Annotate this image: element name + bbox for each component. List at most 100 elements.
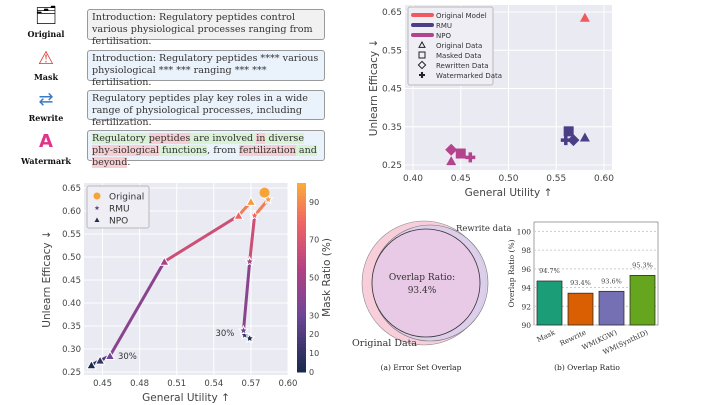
x-tick-label: 0.51	[167, 379, 186, 389]
colorbar-segment	[297, 261, 306, 266]
colorbar-segment	[297, 334, 306, 338]
y-tick-label: 0.40	[62, 299, 81, 309]
colorbar-segment	[297, 195, 306, 200]
y-tick-label: 0.55	[62, 230, 81, 240]
y-tick-label: 0.65	[62, 184, 81, 194]
legend-label: NPO	[109, 217, 128, 227]
data-point-npo	[245, 196, 257, 206]
colorbar-segment	[297, 201, 306, 206]
legend-marker	[419, 72, 425, 78]
colorbar-segment	[297, 230, 306, 234]
data-point	[567, 134, 580, 147]
y-tick-label: 98	[521, 246, 531, 255]
colorbar-segment	[297, 331, 306, 335]
overlap-value: 93.4%	[408, 286, 437, 296]
legend-label: Original Model	[436, 12, 487, 20]
data-point	[455, 148, 466, 159]
x-tick-label: 0.50	[498, 174, 518, 184]
legend-marker	[418, 51, 426, 59]
y-tick-label: 100	[517, 227, 532, 236]
colorbar-segment	[297, 362, 306, 367]
watermark-token: and	[295, 145, 317, 156]
colorbar-segment	[297, 302, 306, 307]
legend-label: Masked Data	[436, 52, 481, 60]
data-point	[446, 156, 457, 166]
colorbar-segment	[297, 255, 306, 260]
y-tick-label: 0.25	[62, 368, 81, 378]
legend-label: Original Data	[436, 42, 482, 50]
caption-a: (a) Error Set Overlap	[381, 363, 462, 372]
watermark-token: Regulatory	[92, 133, 149, 144]
example-text-watermark: Regulatory peptides are involved in dive…	[87, 130, 325, 168]
example-label: Watermark	[21, 156, 71, 166]
colorbar-label: Mask Ratio (%)	[321, 238, 333, 317]
watermark-token: diverse	[265, 133, 305, 144]
rewrite-document-icon: ⇄	[38, 89, 54, 110]
x-tick-label: 0.57	[241, 379, 260, 389]
colorbar-segment	[297, 223, 306, 228]
y-tick-label: 0.60	[62, 207, 81, 217]
x-axis-label: General Utility ↑	[465, 187, 553, 199]
colorbar-segment	[297, 264, 306, 269]
y-tick-label: 96	[521, 265, 531, 274]
colorbar-segment	[297, 246, 306, 250]
x-tick-label: 0.55	[546, 174, 566, 184]
y-tick-label: 0.45	[382, 85, 402, 95]
colorbar-segment	[297, 337, 306, 341]
series-line-npo	[163, 214, 240, 263]
colorbar-segment	[297, 274, 306, 278]
y-tick-label: 0.30	[62, 345, 81, 355]
colorbar-segment	[297, 340, 306, 345]
legend-label: Rewritten Data	[436, 62, 489, 70]
colorbar-segment	[297, 249, 306, 253]
colorbar-segment	[297, 252, 306, 256]
legend-marker	[417, 60, 427, 70]
x-tick-label: 0.45	[451, 174, 471, 184]
y-tick-label: 0.65	[382, 8, 402, 18]
colorbar-segment	[297, 211, 306, 215]
x-tick-label: 0.60	[279, 379, 298, 389]
y-axis-label: Unlearn Efficacy ↓	[41, 230, 53, 327]
y-tick-label: 0.50	[62, 253, 81, 263]
x-tick-label: 0.40	[403, 174, 423, 184]
colorbar-segment	[297, 327, 306, 332]
colorbar-tick-label: 90	[309, 198, 319, 207]
colorbar-segment	[297, 214, 306, 219]
data-point-npo	[86, 359, 97, 370]
x-tick-label: 0.48	[130, 379, 149, 389]
y-tick-label: 0.35	[62, 322, 81, 332]
watermark-token: .	[127, 157, 131, 168]
example-label: Mask	[33, 72, 59, 82]
data-point-rmu	[244, 255, 256, 267]
legend-label: RMU	[109, 205, 130, 215]
colorbar-segment	[297, 309, 306, 313]
colorbar-segment	[297, 293, 306, 297]
colorbar-segment	[297, 353, 306, 357]
legend-marker	[94, 217, 100, 222]
y-tick-label: 92	[521, 302, 531, 311]
colorbar-segment	[297, 315, 306, 319]
caption-b: (b) Overlap Ratio	[554, 363, 620, 372]
y-tick-label: 0.35	[382, 123, 402, 133]
watermark-token: , from	[207, 145, 240, 156]
watermark-token: in	[256, 133, 266, 144]
y-tick-label: 90	[521, 321, 531, 330]
data-point-npo	[104, 350, 116, 360]
series-line-rmu	[241, 261, 252, 331]
colorbar-segment	[297, 349, 306, 354]
legend-marker	[418, 40, 426, 48]
bar	[567, 292, 594, 326]
colorbar-segment	[297, 239, 306, 244]
watermark-token: beyond	[92, 157, 128, 168]
colorbar-tick-label: 50	[309, 274, 319, 283]
colorbar-segment	[297, 286, 306, 291]
colorbar-segment	[297, 290, 306, 294]
data-point	[465, 152, 476, 163]
watermark-token: are involved	[190, 133, 257, 144]
colorbar-segment	[297, 189, 306, 193]
data-point-npo	[159, 256, 170, 266]
masked-document-icon: ⚠	[37, 48, 55, 69]
example-text-mask: Introduction: Regulatory peptides **** v…	[87, 50, 325, 88]
colorbar-segment	[297, 318, 306, 323]
